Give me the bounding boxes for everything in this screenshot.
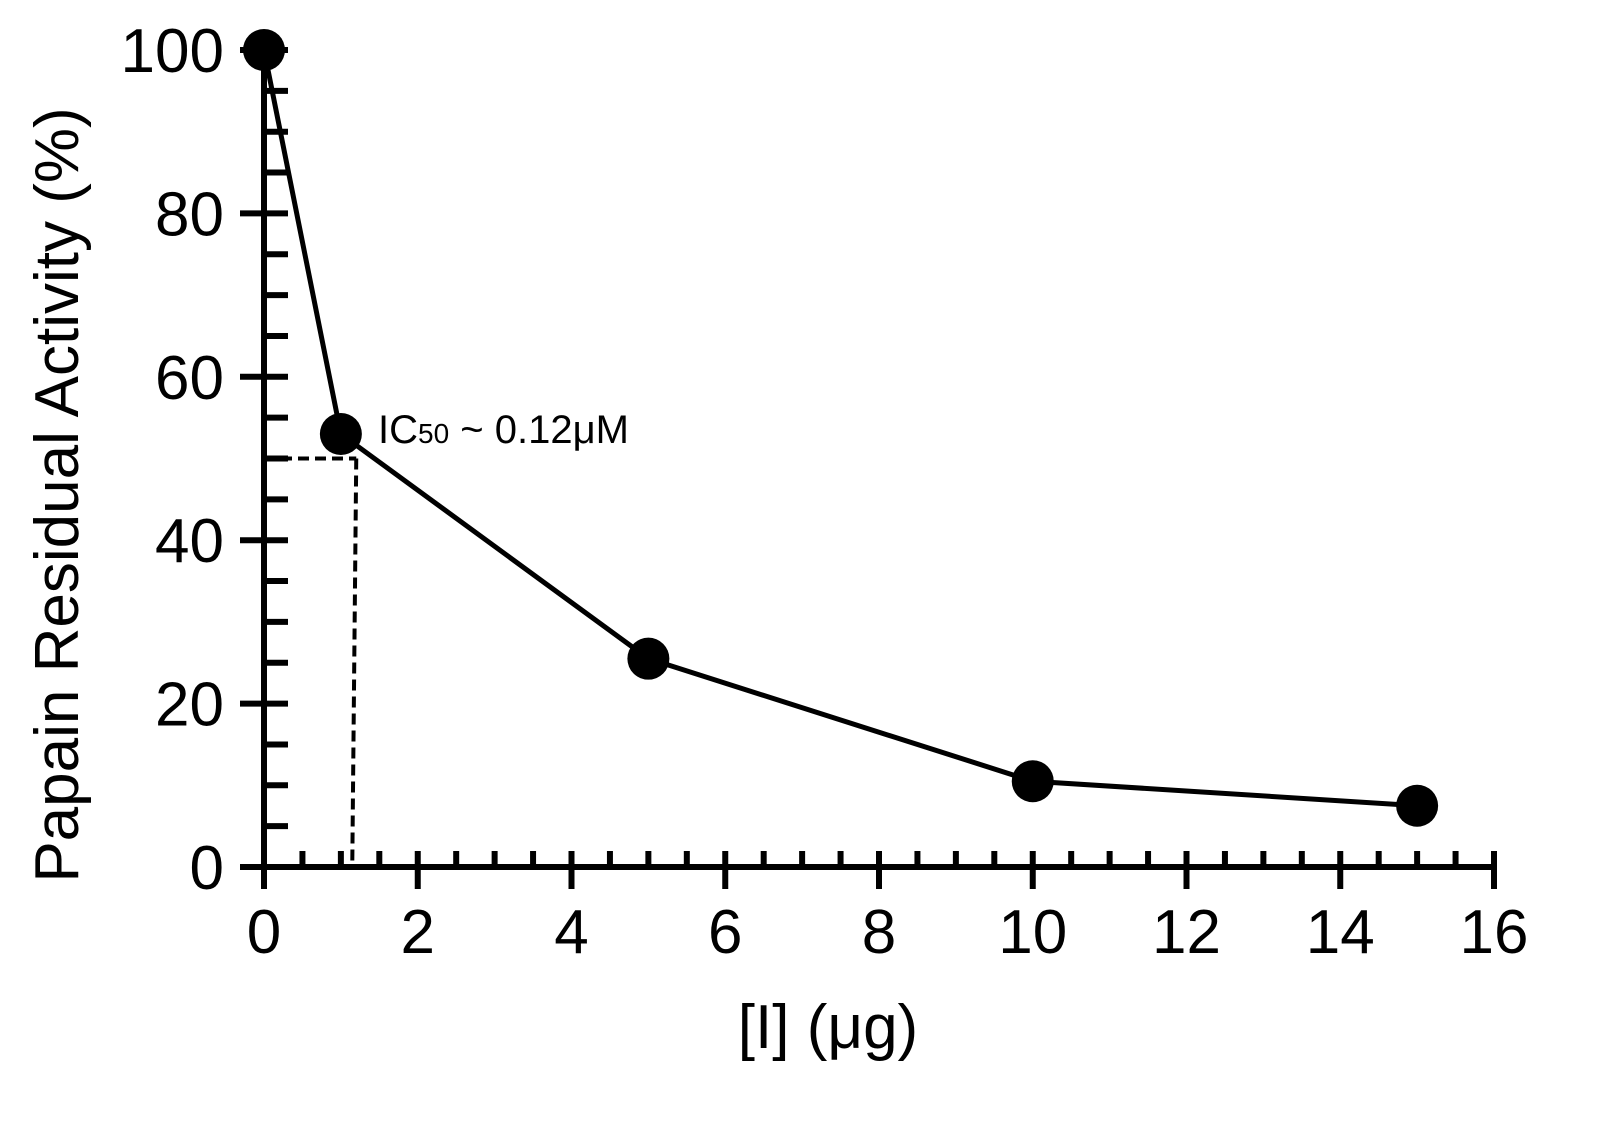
y-tick-label: 40 <box>155 507 224 576</box>
x-tick-label: 12 <box>1152 898 1221 967</box>
ic50-annotation-prefix: IC <box>378 408 418 452</box>
data-point <box>243 29 285 71</box>
y-tick-label: 0 <box>190 834 224 903</box>
y-tick-label: 20 <box>155 671 224 740</box>
series <box>243 29 1439 827</box>
y-tick-label: 80 <box>155 180 224 249</box>
x-tick-label: 0 <box>247 898 281 967</box>
x-tick-label: 10 <box>998 898 1067 967</box>
tick-labels: 0 20 40 60 80 100 0 2 4 6 8 10 12 14 16 <box>121 17 1529 967</box>
ic50-annotation: IC50 ~ 0.12μM <box>378 408 629 452</box>
ic50-guides <box>264 456 359 868</box>
data-point <box>1396 784 1439 827</box>
axis-ticks <box>240 47 1497 889</box>
axes <box>261 40 1496 870</box>
ic50-annotation-suffix: ~ 0.12μM <box>449 408 629 452</box>
data-point <box>627 637 670 680</box>
y-tick-label: 100 <box>121 17 224 86</box>
x-tick-label: 8 <box>862 898 896 967</box>
x-tick-label: 16 <box>1460 898 1529 967</box>
data-point <box>319 412 362 455</box>
ic50-vertical-guide <box>350 458 359 868</box>
x-tick-label: 2 <box>401 898 435 967</box>
data-point <box>1011 760 1054 803</box>
ic50-annotation-subscript: 50 <box>418 418 449 449</box>
y-tick-label: 60 <box>155 344 224 413</box>
x-axis-title: [I] (μg) <box>738 993 918 1062</box>
x-tick-label: 4 <box>554 898 588 967</box>
x-tick-label: 14 <box>1306 898 1375 967</box>
y-axis-title: Papain Residual Activity (%) <box>23 107 92 882</box>
x-tick-label: 6 <box>708 898 742 967</box>
